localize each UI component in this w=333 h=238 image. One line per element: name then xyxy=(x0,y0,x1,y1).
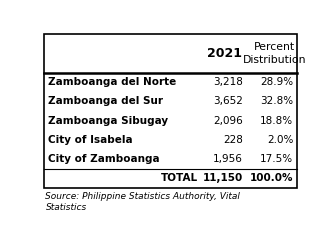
Text: 28.9%: 28.9% xyxy=(260,77,293,87)
Text: City of Isabela: City of Isabela xyxy=(48,135,133,145)
Text: 100.0%: 100.0% xyxy=(250,173,293,183)
Text: Zamboanga del Norte: Zamboanga del Norte xyxy=(48,77,176,87)
Text: 11,150: 11,150 xyxy=(203,173,243,183)
Text: 2021: 2021 xyxy=(207,47,242,60)
Text: 3,218: 3,218 xyxy=(213,77,243,87)
Text: 1,956: 1,956 xyxy=(213,154,243,164)
Text: City of Zamboanga: City of Zamboanga xyxy=(48,154,160,164)
Bar xyxy=(44,34,297,188)
Text: 18.8%: 18.8% xyxy=(260,116,293,126)
Text: 2,096: 2,096 xyxy=(213,116,243,126)
Text: Source: Philippine Statistics Authority, Vital
Statistics: Source: Philippine Statistics Authority,… xyxy=(46,192,240,212)
Text: 32.8%: 32.8% xyxy=(260,96,293,106)
Text: 2.0%: 2.0% xyxy=(267,135,293,145)
Text: 3,652: 3,652 xyxy=(213,96,243,106)
Text: Zamboanga del Sur: Zamboanga del Sur xyxy=(48,96,163,106)
Text: 228: 228 xyxy=(223,135,243,145)
Text: Percent
Distribution: Percent Distribution xyxy=(243,42,306,64)
Text: TOTAL: TOTAL xyxy=(161,173,198,183)
Text: Zamboanga Sibugay: Zamboanga Sibugay xyxy=(48,116,168,126)
Text: 17.5%: 17.5% xyxy=(260,154,293,164)
